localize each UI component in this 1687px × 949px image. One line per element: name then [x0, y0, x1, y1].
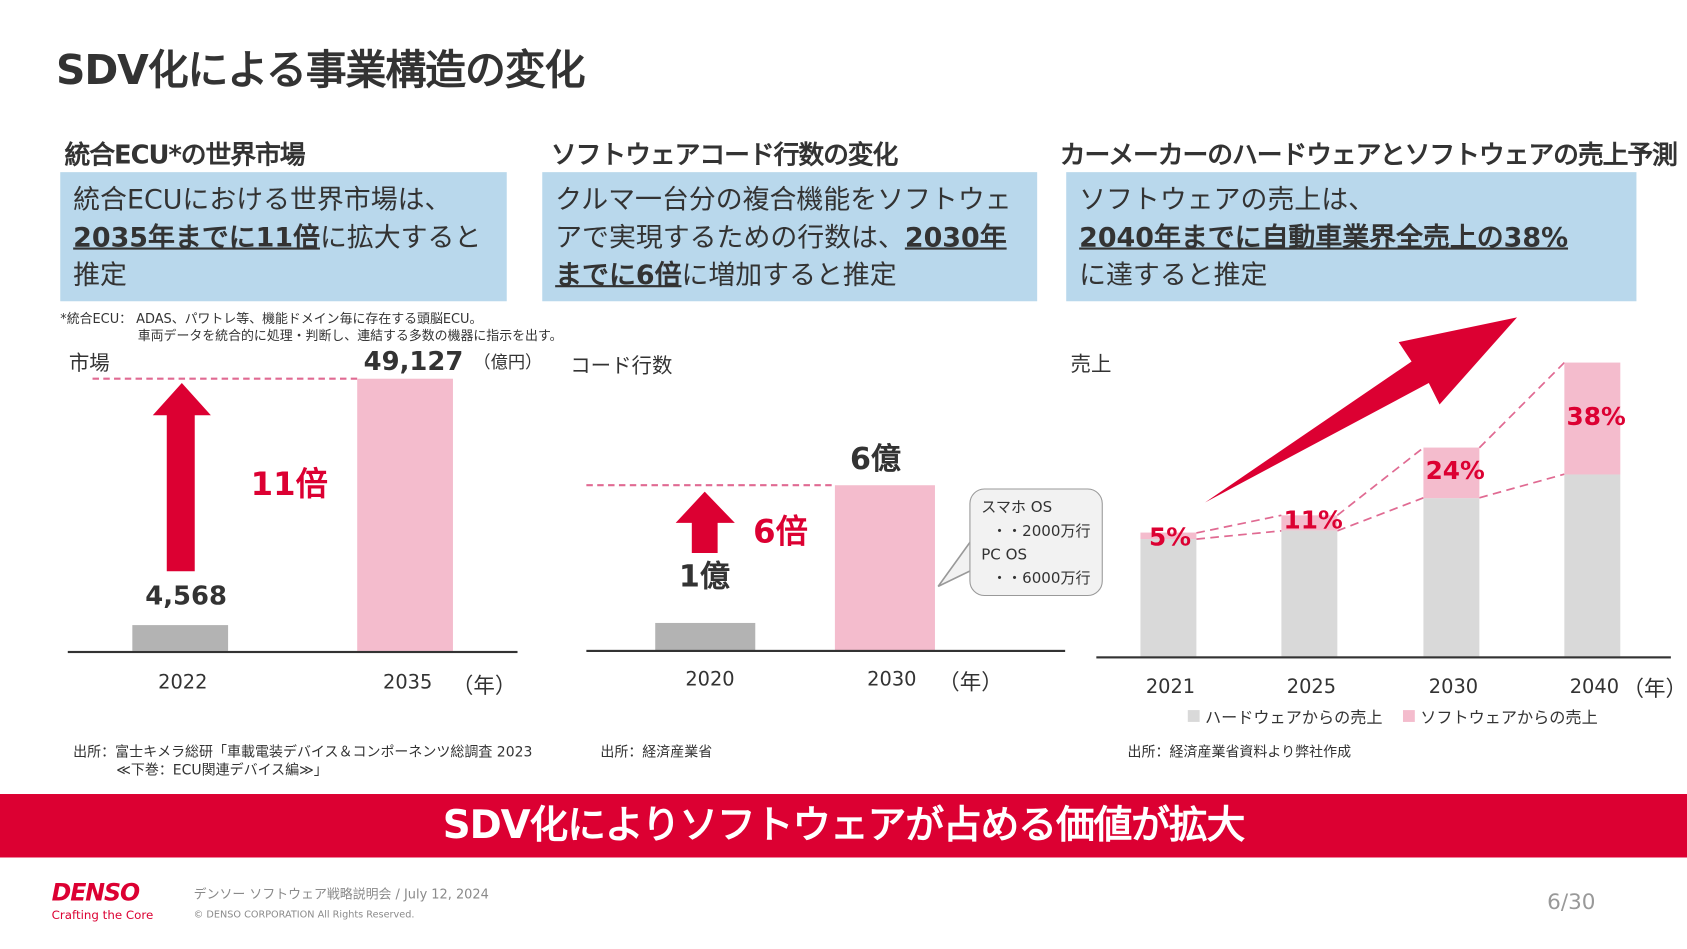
- chart3-share-label: 11%: [1283, 506, 1343, 535]
- summary-box-code: クルマ一台分の複合機能をソフトウェアで実現するための行数は、2030年までに6倍…: [542, 172, 1038, 302]
- chart2-x-tick: 2030: [867, 668, 917, 691]
- summary-text: 統合ECUにおける世界市場は、: [73, 183, 452, 216]
- chart2-x-axis: [586, 649, 1066, 652]
- callout-smartphone-value: ・・2000万行: [991, 522, 1091, 541]
- chart3-connector-line: [1196, 514, 1282, 534]
- chart2-x-unit: （年）: [938, 669, 1003, 696]
- chart1-bar-2022: [132, 625, 229, 651]
- chart3-share-label: 5%: [1149, 524, 1192, 553]
- chart3-bar-software-2021: [1140, 532, 1197, 540]
- chart2-x-tick: 2020: [685, 668, 735, 691]
- chart3-plot: [1196, 317, 1565, 540]
- source-chart1-line1: 出所：富士キメラ総研「車載電装デバイス＆コンポーネンツ総調査 2023: [73, 744, 533, 761]
- denso-logo: DENSO: [51, 880, 140, 907]
- chart3-bar-hardware-2030: [1423, 497, 1480, 657]
- chart1-ylabel: 市場: [68, 351, 110, 376]
- chart3-bar-hardware-2025: [1281, 530, 1338, 657]
- chart1-value-label-2035: 49,127: [363, 346, 464, 377]
- chart2-bar-2020: [655, 623, 756, 651]
- chart3-connector-line: [1336, 447, 1424, 516]
- chart3-x-tick: 2030: [1428, 675, 1479, 699]
- chart1-value-label-2022: 4,568: [145, 580, 227, 612]
- summary-emphasis: 2035年までに11倍: [73, 221, 320, 253]
- summary-text: に達すると推定: [1079, 259, 1268, 291]
- chart3-connector-line: [1479, 473, 1565, 499]
- section-heading-sales: カーメーカーのハードウェアとソフトウェアの売上予測: [1059, 139, 1678, 170]
- footnote-line1: *統合ECU： ADAS、パワトレ等、機能ドメイン毎に存在する頭脳ECU。: [60, 310, 483, 326]
- callout-pc-label: PC OS: [981, 546, 1028, 564]
- chart1-x-axis: [67, 650, 518, 654]
- chart2-up-arrow-icon: [675, 491, 735, 554]
- legend-swatch-hardware: [1187, 710, 1200, 722]
- chart3-x-tick: 2025: [1286, 675, 1337, 699]
- chart1-x-unit: （年）: [451, 672, 517, 699]
- footer-event: デンソー ソフトウェア戦略説明会 / July 12, 2024: [193, 886, 489, 902]
- section-heading-ecu: 統合ECU*の世界市場: [64, 139, 306, 170]
- chart2-value-label-2020: 1億: [678, 558, 730, 594]
- chart3-share-label: 24%: [1425, 457, 1485, 486]
- chart3-x-unit: （年）: [1622, 675, 1687, 702]
- chart3-ylabel: 売上: [1070, 352, 1112, 377]
- source-chart2: 出所：経済産業省: [600, 744, 713, 761]
- summary-emphasis: 2030年までに6倍: [555, 221, 1007, 291]
- chart2-value-label-2030: 6億: [849, 441, 902, 477]
- page-number: 6/30: [1547, 888, 1596, 915]
- conclusion-banner: SDV化によりソフトウェアが占める価値が拡大: [0, 794, 1687, 858]
- chart3-bar-software-2030: [1423, 447, 1480, 498]
- chart3-bar-hardware-2021: [1140, 539, 1197, 657]
- growth-arrow-icon: [1205, 317, 1518, 503]
- chart1-growth-label: 11倍: [250, 465, 328, 504]
- chart1-x-tick: 2035: [383, 671, 433, 694]
- chart3-x-axis: [1096, 656, 1671, 658]
- source-chart3: 出所：経済産業省資料より弊社作成: [1127, 744, 1352, 761]
- source-chart1-line2: ≪下巻：ECU関連デバイス編≫」: [116, 762, 328, 779]
- legend-label-hardware: ハードウェアからの売上: [1205, 707, 1383, 728]
- legend-swatch-software: [1402, 710, 1415, 722]
- chart1-up-arrow-icon: [152, 383, 211, 572]
- chart1-reference-line: [92, 377, 358, 380]
- footnote-line2: 車両データを統合的に処理・判断し、連結する多数の機器に指示を出す。: [137, 328, 563, 344]
- summary-box-sales: ソフトウェアの売上は、 2040年までに自動車業界全売上の38% に達すると推定: [1066, 172, 1637, 302]
- page-title: SDV化による事業構造の変化: [55, 46, 586, 94]
- legend-label-software: ソフトウェアからの売上: [1420, 707, 1598, 728]
- footer-copyright: © DENSO CORPORATION All Rights Reserved.: [193, 910, 415, 921]
- summary-box-ecu: 統合ECUにおける世界市場は、 2035年までに11倍に拡大すると推定: [60, 172, 507, 302]
- chart3-bar-software-2040: [1564, 362, 1621, 475]
- summary-text: ソフトウェアの売上は、: [1079, 183, 1376, 216]
- chart3-connector-line: [1478, 361, 1565, 449]
- os-lines-callout: スマホ OS ・・2000万行 PC OS ・・6000万行: [969, 488, 1103, 597]
- logo-tagline: Crafting the Core: [51, 908, 154, 923]
- chart3-x-tick: 2021: [1145, 675, 1196, 699]
- summary-text: クルマ一台分の複合機能をソフトウェアで実現するための行数は、: [555, 183, 1012, 253]
- section-heading-code: ソフトウェアコード行数の変化: [550, 139, 899, 170]
- chart3-bar-software-2025: [1281, 515, 1338, 531]
- chart3-share-label: 38%: [1566, 403, 1626, 432]
- summary-text: に拡大すると推定: [73, 221, 482, 291]
- chart1-x-tick: 2022: [158, 671, 208, 694]
- callout-pc-value: ・・6000万行: [991, 570, 1091, 588]
- summary-text: に増加すると推定: [681, 259, 897, 291]
- chart1-bar-2035: [357, 378, 453, 651]
- callout-smartphone-label: スマホ OS: [981, 499, 1053, 517]
- chart3-bar-hardware-2040: [1564, 474, 1621, 657]
- chart2-growth-label: 6倍: [753, 513, 808, 551]
- chart3-connector-line: [1196, 529, 1282, 540]
- summary-emphasis: 2040年までに自動車業界全売上の38%: [1079, 221, 1569, 253]
- chart2-reference-line: [586, 484, 832, 487]
- chart2-ylabel: コード行数: [570, 353, 673, 378]
- chart1-unit: （億円）: [473, 351, 543, 373]
- chart3-connector-line: [1337, 497, 1424, 532]
- chart2-bar-2030: [834, 485, 935, 651]
- chart3-x-tick: 2040: [1569, 675, 1620, 699]
